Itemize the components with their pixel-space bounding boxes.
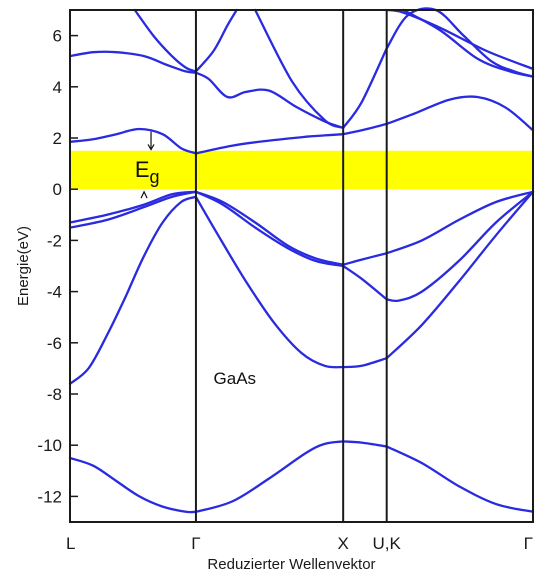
x-tick-label-1: Γ <box>191 534 200 553</box>
band-line-10 <box>342 264 388 301</box>
band-line-16 <box>68 127 198 155</box>
band-line-19 <box>385 95 535 132</box>
band-line-18 <box>342 122 388 136</box>
band-line-3 <box>385 445 535 513</box>
band-line-24 <box>133 8 198 73</box>
band-gap-arrows <box>140 131 155 199</box>
band-line-8 <box>68 190 198 229</box>
x-tick-label-4: Γ <box>524 534 533 553</box>
band-line-14 <box>342 252 388 266</box>
band-line-12 <box>68 190 198 224</box>
y-tick-label-3: 0 <box>53 180 62 199</box>
band-line-17 <box>194 133 345 155</box>
band-line-9 <box>194 190 345 268</box>
band-line-0 <box>68 456 198 514</box>
band-line-11 <box>385 190 535 303</box>
band-line-28 <box>402 8 535 78</box>
y-tick-label-7: -8 <box>47 385 62 404</box>
plot-frame <box>69 9 534 523</box>
band-gap-label-subscript: g <box>150 167 160 187</box>
y-tick-label-6: -6 <box>47 334 62 353</box>
band-gap-region <box>70 150 533 190</box>
y-tick-label-4: -2 <box>47 231 62 250</box>
x-ticks-layer: L Γ X U,K Γ <box>66 534 533 553</box>
bands-layer <box>68 7 535 514</box>
band-line-25 <box>194 8 238 73</box>
y-ticks-layer: 6 4 2 0 -2 -4 -6 -8 -10 -12 <box>37 27 78 506</box>
band-line-26 <box>254 8 345 129</box>
band-line-13 <box>194 190 345 266</box>
band-gap-layer <box>70 150 533 190</box>
y-tick-label-8: -10 <box>37 436 62 455</box>
y-tick-label-5: -4 <box>47 283 62 302</box>
y-tick-label-9: -12 <box>37 487 62 506</box>
band-line-2 <box>342 440 388 448</box>
band-line-23 <box>385 7 535 78</box>
x-tick-label-2: X <box>337 534 348 553</box>
band-line-22 <box>342 47 388 129</box>
symmetry-lines-layer <box>194 10 388 522</box>
band-line-4 <box>68 195 198 385</box>
band-line-7 <box>385 190 535 360</box>
band-line-15 <box>385 190 535 255</box>
band-line-27 <box>385 8 535 71</box>
x-tick-label-3: U,K <box>373 534 402 553</box>
material-label: GaAs <box>214 369 257 388</box>
y-tick-label-1: 4 <box>53 78 62 97</box>
band-gap-label-main: E <box>135 157 150 182</box>
gap-arrowhead-top <box>147 144 155 151</box>
y-tick-label-2: 2 <box>53 129 62 148</box>
band-line-1 <box>194 440 345 513</box>
band-line-6 <box>342 357 388 369</box>
band-line-20 <box>68 50 198 74</box>
y-tick-label-0: 6 <box>53 27 62 46</box>
band-gap-label: Eg <box>135 157 160 187</box>
y-axis-title: Energie(eV) <box>15 226 32 306</box>
gap-arrowhead-bottom <box>140 190 148 199</box>
x-axis-title: Reduzierter Wellenvektor <box>207 556 375 573</box>
band-line-21 <box>194 71 345 129</box>
band-line-5 <box>194 195 345 369</box>
x-tick-label-0: L <box>66 534 75 553</box>
